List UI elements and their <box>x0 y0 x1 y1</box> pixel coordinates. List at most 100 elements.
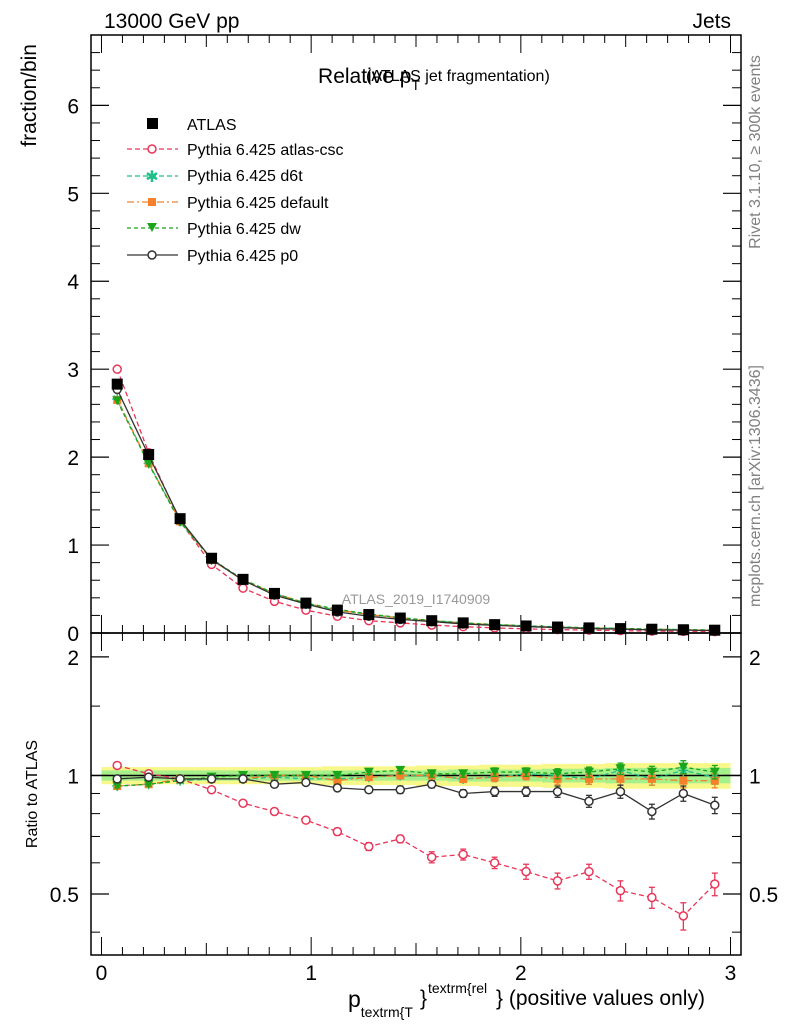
ratio-point-p0 <box>332 783 343 793</box>
main-point-atlas <box>489 619 501 631</box>
legend-entry-p0: Pythia 6.425 p0 <box>127 248 298 265</box>
main-title-sub: T <box>411 77 420 93</box>
legend-entry-d6t: ✱ Pythia 6.425 d6t <box>127 168 303 186</box>
legend-label-dw: Pythia 6.425 dw <box>187 221 301 238</box>
ratio-point-atlas_csc <box>301 815 311 825</box>
ratio-point-p0 <box>489 786 500 797</box>
main-series-atlas <box>111 378 721 636</box>
main-point-atlas_csc <box>112 364 122 374</box>
main-point-atlas <box>143 448 155 460</box>
legend-entry-dw: Pythia 6.425 dw <box>127 221 301 238</box>
ratio-point-p0 <box>458 788 468 799</box>
ratio-line-atlas_csc <box>117 764 716 917</box>
main-point-atlas <box>677 624 689 636</box>
ratio-point-default <box>647 774 656 783</box>
legend: ATLAS Pythia 6.425 atlas-csc ✱ Pythia 6.… <box>127 117 344 265</box>
ratio-frame <box>90 632 742 956</box>
main-ytick-label: 4 <box>67 271 79 294</box>
legend-label-atlas: ATLAS <box>187 117 237 134</box>
ratio-point-atlas_csc <box>238 798 248 808</box>
mcplots-label: mcplots.cern.ch [arXiv:1306.3436] <box>747 365 764 607</box>
ratio-ytick-label-right: 0.5 <box>749 884 778 907</box>
main-point-atlas <box>614 623 626 635</box>
ratio-ytick-label: 2 <box>67 647 79 670</box>
ratio-ytick-label-right: 2 <box>749 647 761 670</box>
main-point-atlas <box>394 612 406 624</box>
ratio-point-dw <box>709 767 720 777</box>
main-ytick-label: 2 <box>67 447 79 470</box>
header-left: 13000 GeV pp <box>104 10 239 33</box>
ratio-series <box>112 760 720 931</box>
main-ytick-label: 1 <box>67 535 79 558</box>
ratio-point-atlas_csc <box>552 876 563 886</box>
xlabel-rest: } (positive values only) <box>496 987 705 1010</box>
ratio-point-dw <box>583 767 594 777</box>
ratio-point-p0 <box>112 774 122 784</box>
main-point-atlas <box>237 573 249 585</box>
ratio-point-atlas_csc <box>364 841 374 852</box>
header-right: Jets <box>692 10 731 33</box>
main-point-atlas_csc <box>238 583 248 593</box>
ratio-point-dw <box>646 767 657 777</box>
ratio-point-p0 <box>426 779 437 789</box>
ratio-point-p0 <box>143 772 154 782</box>
ratio-point-p0 <box>584 796 594 806</box>
main-point-atlas <box>552 621 564 633</box>
ratio-point-atlas_csc <box>269 806 280 817</box>
ratio-point-dw <box>112 781 123 791</box>
ratio-point-atlas_csc <box>489 858 500 868</box>
legend-marker-atlas <box>147 118 158 129</box>
ratio-line-p0 <box>117 776 716 813</box>
legend-marker-atlas-csc <box>147 144 157 154</box>
xlabel-main: p <box>348 986 361 1012</box>
main-point-atlas <box>111 378 123 390</box>
ratio-ylabel: Ratio to ATLAS <box>24 740 41 848</box>
ratio-point-atlas_csc <box>647 892 657 903</box>
main-ytick-label: 0 <box>67 623 79 646</box>
ratio-point-p0 <box>364 784 374 795</box>
main-point-atlas <box>206 552 218 564</box>
main-point-atlas <box>300 597 312 609</box>
xlabel-sup: textrm{rel <box>428 980 487 996</box>
ratio-point-p0 <box>552 786 563 797</box>
ratio-point-dw <box>395 765 406 775</box>
watermark: ATLAS_2019_I1740909 <box>342 591 491 607</box>
ratio-point-default <box>459 774 468 783</box>
main-ytick-label: 3 <box>67 359 79 382</box>
main-point-atlas <box>363 609 375 621</box>
main-point-atlas <box>331 604 343 616</box>
main-series <box>111 364 721 637</box>
ratio-point-dw <box>678 762 689 772</box>
main-panel: 0 1 2 3 4 5 6 Relative pT (ATLAS jet fragmenta… <box>18 34 742 646</box>
ratio-point-atlas_csc <box>206 784 217 795</box>
ratio-ticks: 0.5 0.5 1 1 2 2 0 1 2 3 <box>50 633 778 985</box>
ratio-point-atlas_csc <box>710 879 720 889</box>
legend-marker-p0 <box>147 250 157 260</box>
legend-entry-default: Pythia 6.425 default <box>127 195 329 212</box>
legend-marker-dw <box>147 223 157 232</box>
ratio-xtick-label: 3 <box>725 962 737 985</box>
main-title-rest: (ATLAS jet fragmentation) <box>366 68 550 85</box>
ratio-point-atlas_csc <box>395 834 406 844</box>
ratio-point-atlas_csc <box>521 866 531 877</box>
ratio-point-atlas_csc <box>332 826 343 837</box>
ratio-point-default <box>710 776 719 785</box>
ratio-xtick-label: 0 <box>96 962 108 985</box>
main-ticks: 0 1 2 3 4 5 6 <box>67 35 741 646</box>
ratio-ytick-label: 1 <box>67 765 79 788</box>
main-point-atlas <box>426 615 438 627</box>
xlabel-brace: } <box>420 987 427 1010</box>
main-point-atlas <box>268 587 280 599</box>
ratio-ytick-label-right: 1 <box>749 765 761 788</box>
main-point-atlas <box>646 623 658 635</box>
ratio-point-p0 <box>521 786 531 797</box>
main-point-atlas <box>583 622 595 634</box>
ratio-point-atlas_csc <box>615 885 626 896</box>
ratio-point-default <box>396 771 405 780</box>
ratio-point-default <box>364 773 373 782</box>
ratio-point-default <box>584 774 593 783</box>
main-title: Relative pT <box>318 65 420 93</box>
ratio-point-p0 <box>678 788 689 799</box>
main-title-p: Relative p <box>318 65 411 88</box>
ratio-point-p0 <box>647 806 657 817</box>
